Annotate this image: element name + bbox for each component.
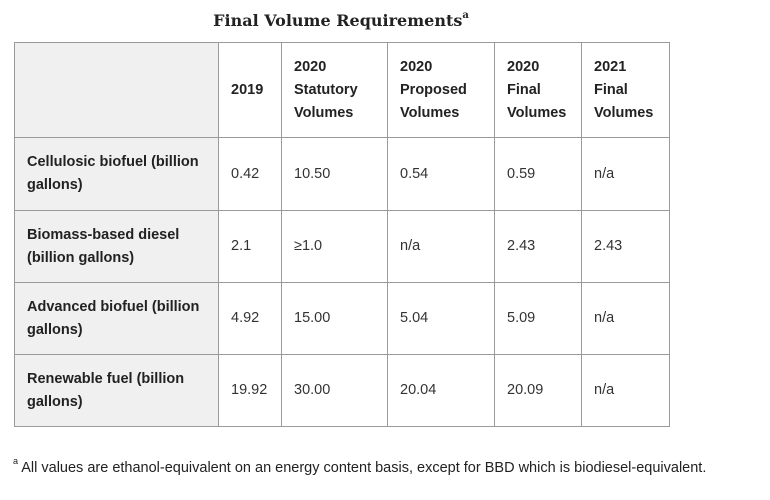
- table-cell: n/a: [581, 282, 670, 355]
- table-cell: 0.59: [494, 137, 582, 211]
- table-title-text: Final Volume Requirements: [213, 11, 463, 30]
- table-header-row: 2019 2020 Statutory Volumes 2020 Propose…: [14, 42, 670, 138]
- volume-requirements-table: 2019 2020 Statutory Volumes 2020 Propose…: [14, 42, 670, 427]
- table-cell: 10.50: [281, 137, 388, 211]
- table-cell: ≥1.0: [281, 210, 388, 283]
- table-row: Cellulosic biofuel (billion gallons) 0.4…: [14, 137, 670, 211]
- table-cell: 0.54: [387, 137, 495, 211]
- table-cell: 30.00: [281, 354, 388, 427]
- header-2020-final: 2020 Final Volumes: [507, 58, 567, 121]
- table-cell: 20.09: [494, 354, 582, 427]
- header-2021-final: 2021 Final Volumes: [594, 58, 654, 121]
- table-cell: n/a: [387, 210, 495, 283]
- table-cell: 2.43: [494, 210, 582, 283]
- table-cell: 0.42: [218, 137, 282, 211]
- row-label-advanced-biofuel: Advanced biofuel (billion gallons): [14, 282, 219, 355]
- table-row: Advanced biofuel (billion gallons) 4.92 …: [14, 282, 670, 355]
- header-cell-2020-final: 2020 Final Volumes: [494, 42, 582, 138]
- header-cell-2019: 2019: [218, 42, 282, 138]
- row-label-cellulosic: Cellulosic biofuel (billion gallons): [14, 137, 219, 211]
- table-cell: 19.92: [218, 354, 282, 427]
- footnote: a All values are ethanol-equivalent on a…: [13, 452, 713, 480]
- table-cell: 5.09: [494, 282, 582, 355]
- row-label-biomass-diesel: Biomass-based diesel (billion gallons): [14, 210, 219, 283]
- table-row: Renewable fuel (billion gallons) 19.92 3…: [14, 354, 670, 427]
- table-cell: 15.00: [281, 282, 388, 355]
- title-footnote-marker: a: [462, 9, 469, 21]
- table-cell: n/a: [581, 137, 670, 211]
- table-row: Biomass-based diesel (billion gallons) 2…: [14, 210, 670, 283]
- table-cell: n/a: [581, 354, 670, 427]
- header-cell-2020-proposed: 2020 Proposed Volumes: [387, 42, 495, 138]
- row-label-renewable-fuel: Renewable fuel (billion gallons): [14, 354, 219, 427]
- header-2020-proposed: 2020 Proposed Volumes: [400, 58, 467, 121]
- header-2020-statutory: 2020 Statutory Volumes: [294, 58, 358, 121]
- table-cell: 5.04: [387, 282, 495, 355]
- table-cell: 2.43: [581, 210, 670, 283]
- footnote-text: All values are ethanol-equivalent on an …: [18, 459, 707, 476]
- header-cell-2021-final: 2021 Final Volumes: [581, 42, 670, 138]
- table-title: Final Volume Requirementsa: [0, 9, 682, 30]
- header-cell-2020-statutory: 2020 Statutory Volumes: [281, 42, 388, 138]
- footnote-marker: a: [13, 456, 19, 466]
- table-cell: 20.04: [387, 354, 495, 427]
- header-2019: 2019: [231, 81, 264, 98]
- table-cell: 2.1: [218, 210, 282, 283]
- header-cell-empty: [14, 42, 219, 138]
- table-cell: 4.92: [218, 282, 282, 355]
